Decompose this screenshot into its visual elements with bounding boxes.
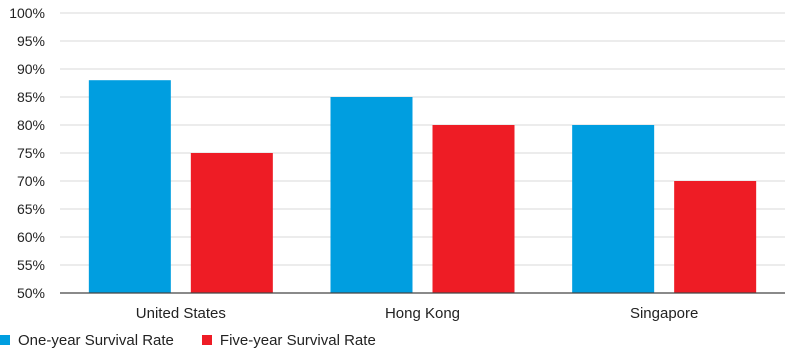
y-tick-label: 95%	[17, 33, 45, 49]
legend: One-year Survival Rate Five-year Surviva…	[0, 330, 404, 350]
x-tick-label: United States	[136, 305, 226, 322]
legend-label-five-year: Five-year Survival Rate	[219, 331, 376, 349]
legend-swatch-one-year	[0, 335, 10, 345]
x-axis-labels: United States Hong Kong Singapore	[136, 305, 699, 322]
bar-five-year	[432, 125, 515, 293]
bar-one-year	[88, 80, 171, 293]
y-tick-label: 100%	[9, 5, 45, 21]
bars	[88, 80, 757, 293]
bar-one-year	[572, 125, 655, 293]
y-tick-label: 85%	[17, 89, 45, 105]
gridlines	[60, 12, 785, 266]
bar-one-year	[330, 97, 413, 293]
legend-item-one-year: One-year Survival Rate	[0, 332, 174, 349]
y-tick-label: 90%	[17, 61, 45, 77]
x-tick-label: Singapore	[630, 305, 698, 322]
y-tick-label: 70%	[17, 173, 45, 189]
legend-swatch-five-year	[201, 335, 212, 345]
y-tick-label: 75%	[17, 145, 45, 161]
x-tick-label: Hong Kong	[385, 305, 460, 322]
y-tick-label: 80%	[17, 117, 45, 133]
bar-five-year	[674, 181, 757, 293]
legend-label-one-year: One-year Survival Rate	[18, 331, 174, 349]
y-tick-label: 65%	[17, 201, 45, 217]
bar-five-year	[190, 153, 273, 293]
legend-item-five-year: Five-year Survival Rate	[201, 331, 376, 349]
y-tick-label: 50%	[17, 285, 45, 301]
y-tick-label: 60%	[17, 229, 45, 245]
y-tick-label: 55%	[17, 257, 45, 273]
y-axis-ticks: 50% 55% 60% 65% 70% 75% 80% 85% 90% 95% 100%	[9, 5, 45, 301]
